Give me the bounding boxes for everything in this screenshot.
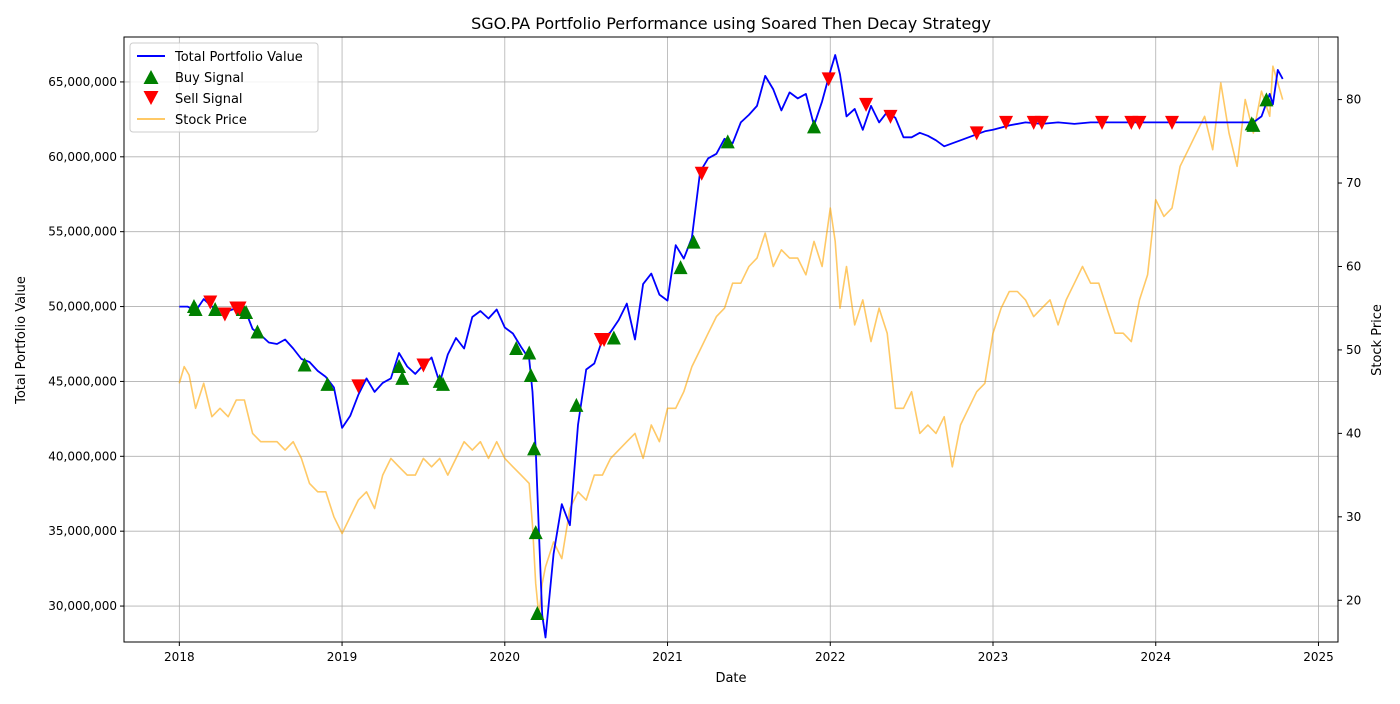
x-tick-label: 2024: [1140, 650, 1171, 664]
buy-signal-marker: [395, 370, 410, 385]
y2-tick-label: 30: [1346, 510, 1361, 524]
legend-label-buy: Buy Signal: [175, 71, 244, 86]
sell-signal-marker: [969, 126, 984, 141]
sell-signal-marker: [416, 358, 431, 373]
buy-signal-marker: [208, 302, 223, 317]
legend-label-stock: Stock Price: [175, 113, 247, 128]
sell-signal-marker: [232, 301, 247, 316]
legend-swatch-buy: [143, 70, 159, 84]
y-tick-label: 55,000,000: [48, 225, 117, 239]
x-tick-label: 2025: [1303, 650, 1334, 664]
sell-signal-marker: [694, 166, 709, 181]
buy-signal-marker: [392, 358, 407, 373]
y2-tick-label: 20: [1346, 593, 1361, 607]
buy-signal-marker: [522, 345, 537, 360]
buy-signal-marker: [569, 397, 584, 412]
sell-signal-marker: [859, 97, 874, 112]
portfolio-value-line: [179, 54, 1284, 639]
sell-signal-marker: [351, 379, 366, 394]
buy-signal-marker: [250, 324, 265, 339]
x-tick-label: 2020: [490, 650, 521, 664]
buy-signal-marker: [435, 376, 450, 391]
x-tick-label: 2021: [652, 650, 683, 664]
y-tick-label: 35,000,000: [48, 524, 117, 538]
plot-frame: [123, 36, 1339, 643]
x-tick-label: 2022: [815, 650, 846, 664]
chart-title: SGO.PA Portfolio Performance using Soare…: [471, 14, 991, 33]
sell-signal-marker: [883, 109, 898, 124]
y-tick-label: 65,000,000: [48, 75, 117, 89]
y-axis-label: Total Portfolio Value: [14, 276, 29, 405]
y-tick-label: 60,000,000: [48, 150, 117, 164]
x-tick-label: 2018: [164, 650, 195, 664]
x-axis-label: Date: [715, 671, 746, 686]
buy-signal-marker: [528, 525, 543, 540]
buy-signal-marker: [523, 367, 538, 382]
y2-axis-label: Stock Price: [1370, 304, 1385, 376]
y-tick-label: 40,000,000: [48, 449, 117, 463]
sell-signal-marker: [217, 307, 232, 322]
buy-signal-marker: [188, 302, 203, 317]
portfolio-value-layer: [179, 54, 1284, 639]
x-tick-label: 2023: [978, 650, 1009, 664]
sell-signal-marker: [1132, 115, 1147, 130]
y2-tick-label: 80: [1346, 93, 1361, 107]
buy-signal-marker: [239, 305, 254, 320]
buy-signal-marker: [606, 330, 621, 345]
y2-tick-label: 50: [1346, 343, 1361, 357]
buy-signal-marker: [320, 376, 335, 391]
y-tick-label: 45,000,000: [48, 374, 117, 388]
buy-signal-marker: [673, 260, 688, 275]
buy-signal-marker: [686, 234, 701, 249]
y2-tick-label: 60: [1346, 259, 1361, 273]
sell-signal-marker: [999, 115, 1014, 130]
legend-label-sell: Sell Signal: [175, 92, 243, 107]
legend-box: [129, 42, 319, 133]
y-tick-label: 30,000,000: [48, 599, 117, 613]
sell-signal-marker: [597, 333, 612, 347]
buy-signal-marker: [509, 340, 524, 355]
x-tick-label: 2019: [327, 650, 358, 664]
y-ticks-right: 20 30 40 50 60 70 80: [1338, 93, 1361, 607]
buy-signal-marker: [527, 441, 542, 456]
buy-signal-marker: [530, 606, 545, 621]
buy-signal-marker: [720, 134, 735, 149]
sell-signal-marker: [1095, 115, 1110, 130]
y-ticks-left: 30,000,000 35,000,000 40,000,000 45,000,000…: [48, 75, 124, 613]
buy-signal-marker: [1246, 117, 1261, 132]
y-tick-label: 50,000,000: [48, 300, 117, 314]
sell-signal-marker: [1165, 115, 1180, 130]
legend: Total Portfolio Value Buy Signal Sell Si…: [129, 42, 319, 133]
buy-signal-marker: [297, 357, 312, 372]
signal-markers-layer: [186, 72, 1274, 621]
x-ticks: 2018 2019 2020 2021 2022 2023 2024 2025: [164, 642, 1334, 664]
y2-tick-label: 40: [1346, 426, 1361, 440]
y2-tick-label: 70: [1346, 176, 1361, 190]
sell-signal-marker: [821, 72, 836, 87]
stock-price-line: [178, 65, 1284, 618]
stock-price-layer: [178, 65, 1284, 618]
sell-signal-marker: [1034, 115, 1049, 130]
buy-signal-marker: [1259, 92, 1274, 107]
legend-swatch-sell: [143, 91, 159, 105]
legend-label-portfolio: Total Portfolio Value: [174, 50, 303, 65]
buy-signal-marker: [806, 119, 821, 134]
sell-signal-marker: [203, 295, 218, 310]
